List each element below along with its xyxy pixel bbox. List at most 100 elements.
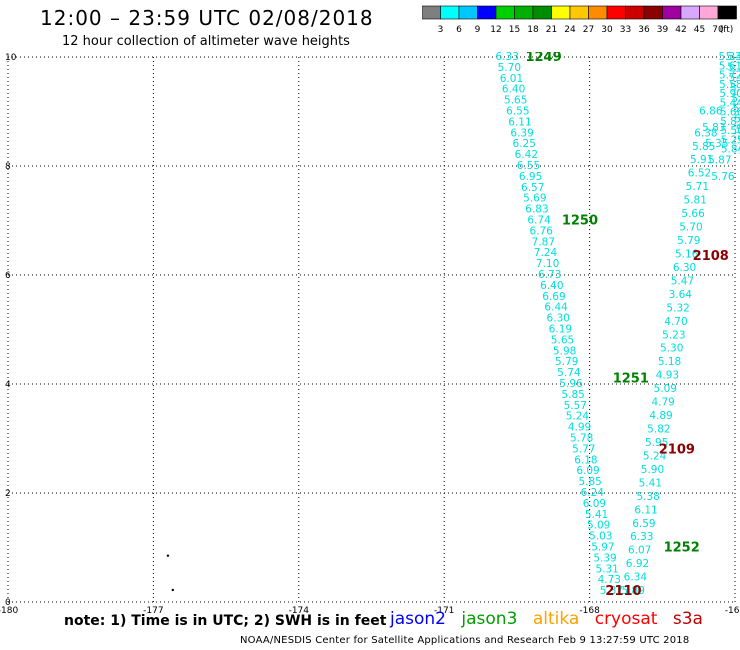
wave-height-point: 5.09 bbox=[587, 520, 610, 532]
wave-height-point: 5.74 bbox=[557, 367, 581, 379]
pass-time-label: 1252 bbox=[664, 541, 700, 556]
colorbar-unit: (ft) bbox=[720, 25, 734, 35]
wave-height-point: 6.57 bbox=[521, 182, 544, 194]
wave-height-point: 5.77 bbox=[572, 443, 595, 455]
wave-height-point: 6.38 bbox=[694, 127, 717, 139]
wave-height-point: 5.70 bbox=[736, 124, 740, 136]
wave-height-point: 6.59 bbox=[632, 518, 655, 530]
wave-height-point: 5.55 bbox=[734, 114, 740, 126]
colorbar-label: 24 bbox=[564, 25, 576, 35]
wave-height-point: 5.85 bbox=[692, 141, 715, 153]
wave-height-point: 6.73 bbox=[538, 269, 561, 281]
colorbar-label: 18 bbox=[527, 25, 539, 35]
wave-height-point: 6.09 bbox=[576, 465, 599, 477]
wave-height-point: 5.72 bbox=[719, 70, 740, 82]
pass-time-label: 1251 bbox=[613, 372, 649, 387]
x-tick-label: -174 bbox=[289, 606, 310, 616]
wave-height-point: 5.18 bbox=[658, 356, 681, 368]
wave-height-point: 6.39 bbox=[510, 127, 533, 139]
legend-jason3: jason3 bbox=[461, 609, 518, 629]
colorbar-label: 33 bbox=[620, 25, 631, 35]
y-tick-label: 8 bbox=[5, 162, 11, 172]
wave-height-point: 5.92 bbox=[729, 72, 740, 84]
wave-height-point: 3.64 bbox=[669, 289, 693, 301]
wave-height-point: 5.70 bbox=[679, 222, 702, 234]
wave-height-point: 5.65 bbox=[551, 334, 574, 346]
x-tick-label: -177 bbox=[143, 606, 163, 616]
wave-height-point: 6.42 bbox=[515, 149, 538, 161]
wave-height-point: 6.55 bbox=[506, 106, 529, 118]
wave-height-point: 5.47 bbox=[671, 275, 694, 287]
wave-height-point: 5.66 bbox=[681, 208, 705, 220]
colorbar-label: 6 bbox=[456, 25, 462, 35]
wave-height-point: 5.41 bbox=[639, 477, 662, 489]
wave-height-point: 5.44 bbox=[720, 97, 740, 109]
wave-height-point: 6.33 bbox=[496, 51, 519, 63]
wave-height-point: 6.95 bbox=[519, 171, 542, 183]
colorbar-label: 45 bbox=[694, 25, 705, 35]
wave-height-point: 6.24 bbox=[581, 487, 605, 499]
wave-height-point: 5.16 bbox=[675, 248, 699, 260]
wave-height-point: 5.90 bbox=[719, 88, 740, 100]
colorbar-label: 21 bbox=[546, 25, 557, 35]
wave-height-point: 6.55 bbox=[517, 160, 540, 172]
colorbar-label: 27 bbox=[583, 25, 594, 35]
wave-height-point: 5.73 bbox=[727, 61, 740, 73]
wave-height-point: 5.61 bbox=[719, 60, 740, 72]
wave-height-point: 5.61 bbox=[738, 145, 740, 157]
wave-height-point: 5.97 bbox=[591, 542, 614, 554]
wave-height-point: 5.48 bbox=[726, 51, 740, 63]
wave-height-point: 5.90 bbox=[641, 464, 664, 476]
y-tick-label: 0 bbox=[5, 598, 11, 608]
wave-height-point: 5.33 bbox=[718, 51, 740, 63]
wave-height-point: 5.82 bbox=[647, 424, 670, 436]
y-tick-label: 10 bbox=[5, 53, 17, 63]
wave-height-point: 6.30 bbox=[547, 313, 570, 325]
stray-point bbox=[166, 554, 170, 557]
colorbar-label: 30 bbox=[601, 25, 613, 35]
wave-height-point: 5.66 bbox=[730, 82, 740, 94]
wave-height-point: 5.89 bbox=[622, 585, 645, 597]
wave-height-point: 7.10 bbox=[536, 258, 559, 270]
wave-height-point: 5.58 bbox=[719, 79, 740, 91]
wave-height-point: 6.09 bbox=[583, 498, 606, 510]
wave-height-point: 5.35 bbox=[705, 138, 728, 150]
colorbar-label: 9 bbox=[475, 25, 481, 35]
wave-height-point: 6.44 bbox=[544, 302, 568, 314]
wave-height-point: 5.84 bbox=[721, 144, 740, 156]
wave-height-values: 6.335.706.016.405.656.556.116.396.256.42… bbox=[496, 50, 740, 599]
wave-height-point: 6.07 bbox=[628, 545, 651, 557]
wave-height-point: 5.65 bbox=[504, 95, 527, 107]
pass-time-label: 2108 bbox=[693, 249, 729, 264]
wave-height-point: 6.74 bbox=[527, 215, 551, 227]
pass-time-label: 1249 bbox=[525, 50, 561, 65]
wave-height-point: 5.81 bbox=[720, 116, 740, 128]
x-tick-label: -165 bbox=[725, 606, 740, 616]
wave-height-point: 5.32 bbox=[666, 302, 689, 314]
wave-height-point: 4.70 bbox=[664, 316, 687, 328]
wave-height-point: 5.39 bbox=[593, 552, 616, 564]
wave-height-point: 5.85 bbox=[578, 476, 601, 488]
map-title: 12:00 – 23:59 UTC 02/08/2018 bbox=[40, 6, 374, 30]
pass-time-label: 2110 bbox=[605, 584, 641, 599]
grid-lines bbox=[7, 56, 736, 603]
wave-height-point: 5.37 bbox=[733, 103, 740, 115]
y-tick-label: 2 bbox=[5, 489, 11, 499]
colorbar-label: 36 bbox=[638, 25, 650, 35]
wave-height-point: 5.31 bbox=[595, 563, 618, 575]
colorbar-label: 39 bbox=[657, 25, 669, 35]
colorbar-label: 42 bbox=[675, 25, 686, 35]
wave-height-point: 5.41 bbox=[585, 509, 608, 521]
wave-height-point: 5.70 bbox=[498, 62, 521, 74]
wave-height-point: 5.87 bbox=[708, 155, 731, 167]
legend-jason2: jason2 bbox=[390, 609, 446, 629]
wave-height-point: 6.30 bbox=[673, 262, 696, 274]
wave-height-point: 5.79 bbox=[677, 235, 700, 247]
footer-credit: NOAA/NESDIS Center for Satellite Applica… bbox=[240, 635, 690, 646]
wave-height-point: 4.89 bbox=[649, 410, 672, 422]
wave-height-point: 5.76 bbox=[711, 171, 735, 183]
wave-height-point: 5.57 bbox=[564, 400, 587, 412]
wave-height-point: 5.03 bbox=[589, 531, 612, 543]
wave-height-point: 5.30 bbox=[660, 343, 683, 355]
wave-height-point: 5.23 bbox=[662, 329, 685, 341]
